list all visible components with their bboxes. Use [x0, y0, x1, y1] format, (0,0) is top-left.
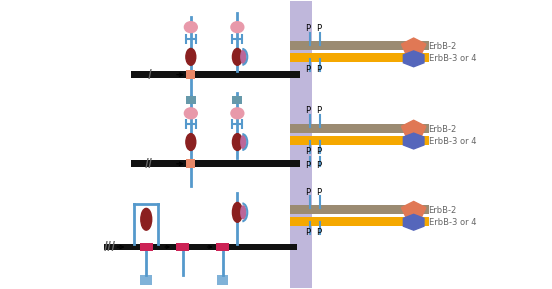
Text: P: P: [305, 147, 310, 156]
Polygon shape: [404, 214, 424, 230]
Text: ErbB-3 or 4: ErbB-3 or 4: [428, 218, 476, 227]
Ellipse shape: [184, 22, 197, 33]
Bar: [290, 136, 428, 144]
Ellipse shape: [231, 108, 244, 119]
Text: P: P: [316, 161, 321, 170]
Text: ErbB-2: ErbB-2: [428, 206, 457, 215]
Text: ErbB-2: ErbB-2: [428, 125, 457, 134]
Ellipse shape: [232, 202, 242, 222]
Text: II: II: [145, 157, 153, 171]
Text: P: P: [316, 228, 321, 237]
Ellipse shape: [232, 134, 242, 151]
Bar: [186, 97, 196, 104]
Ellipse shape: [186, 49, 196, 65]
Text: P: P: [305, 161, 310, 170]
Bar: [290, 53, 428, 62]
Text: P: P: [316, 65, 321, 74]
Bar: [140, 275, 152, 285]
Text: P: P: [305, 188, 310, 197]
Bar: [232, 97, 242, 104]
Ellipse shape: [232, 49, 242, 65]
Bar: [131, 71, 300, 78]
Bar: [216, 242, 229, 251]
Bar: [290, 217, 428, 226]
Text: P: P: [305, 106, 310, 115]
Text: P: P: [305, 65, 310, 74]
Ellipse shape: [241, 206, 246, 219]
Text: III: III: [103, 240, 116, 254]
Bar: [290, 1, 312, 288]
Bar: [104, 244, 298, 251]
Bar: [140, 242, 153, 251]
Bar: [187, 70, 195, 79]
Text: P: P: [316, 106, 321, 115]
Text: P: P: [316, 188, 321, 197]
Text: ErbB-2: ErbB-2: [428, 42, 457, 51]
Bar: [131, 160, 300, 167]
Polygon shape: [401, 38, 426, 54]
Text: P: P: [316, 147, 321, 156]
Bar: [177, 242, 189, 251]
Text: P: P: [316, 24, 321, 33]
Text: P: P: [305, 228, 310, 237]
Bar: [290, 124, 428, 133]
Text: ErbB-3 or 4: ErbB-3 or 4: [428, 136, 476, 146]
Bar: [216, 275, 229, 285]
Text: ErbB-3 or 4: ErbB-3 or 4: [428, 54, 476, 63]
Polygon shape: [404, 51, 424, 67]
Bar: [290, 205, 428, 214]
Ellipse shape: [241, 50, 246, 63]
Bar: [290, 42, 428, 50]
Ellipse shape: [231, 22, 244, 33]
Polygon shape: [401, 201, 426, 218]
Polygon shape: [404, 133, 424, 149]
Text: I: I: [147, 68, 151, 82]
Ellipse shape: [184, 108, 197, 119]
Ellipse shape: [241, 136, 246, 149]
Ellipse shape: [141, 208, 152, 230]
Polygon shape: [401, 120, 426, 136]
Ellipse shape: [186, 134, 196, 151]
Bar: [187, 159, 195, 168]
Text: P: P: [305, 24, 310, 33]
